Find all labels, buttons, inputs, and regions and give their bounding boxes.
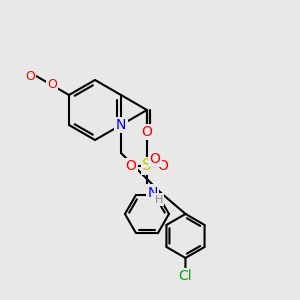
Text: O: O xyxy=(142,125,152,139)
Text: S: S xyxy=(142,158,152,173)
Text: O: O xyxy=(47,79,57,92)
Text: H: H xyxy=(154,195,163,205)
Text: N: N xyxy=(116,118,126,132)
Text: N: N xyxy=(147,186,158,200)
Text: O: O xyxy=(25,70,35,83)
Text: O: O xyxy=(149,152,161,166)
Text: O: O xyxy=(158,159,168,173)
Text: O: O xyxy=(125,159,136,173)
Text: Cl: Cl xyxy=(178,269,192,283)
Text: O: O xyxy=(47,79,57,92)
